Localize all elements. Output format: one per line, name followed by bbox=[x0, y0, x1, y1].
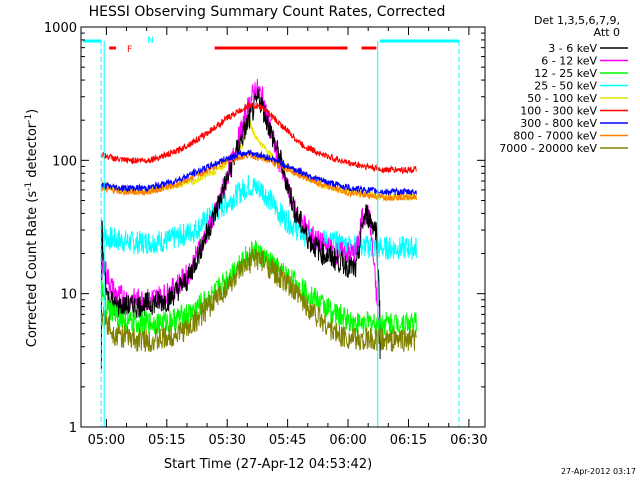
y-axis-label: Corrected Count Rate (s-1 detector-1) bbox=[24, 109, 40, 347]
overlay-layer: NF bbox=[83, 36, 460, 427]
flare-flag-label: F bbox=[127, 45, 132, 55]
legend-label: 25 - 50 keV bbox=[534, 80, 597, 93]
legend-label: 6 - 12 keV bbox=[541, 55, 597, 68]
legend-label: 800 - 7000 keV bbox=[513, 130, 597, 143]
y-tick-label: 10 bbox=[60, 288, 77, 303]
x-axis: 05:00 05:15 05:30 05:45 06:00 06:15 06:30 bbox=[88, 27, 488, 448]
chart-title: HESSI Observing Summary Count Rates, Cor… bbox=[89, 4, 446, 20]
series-line bbox=[100, 88, 381, 369]
legend-label: 50 - 100 keV bbox=[527, 92, 597, 105]
x-tick-label: 05:30 bbox=[208, 433, 245, 448]
x-axis-label: Start Time (27-Apr-12 04:53:42) bbox=[164, 457, 372, 472]
series-line bbox=[100, 101, 417, 175]
y-axis-label-sup1: -1 bbox=[24, 182, 34, 191]
y-tick-label: 100 bbox=[52, 154, 77, 169]
legend-label: 7000 - 20000 keV bbox=[499, 142, 597, 155]
legend-label: 12 - 25 keV bbox=[534, 67, 597, 80]
series-line bbox=[100, 174, 417, 260]
x-tick-label: 05:15 bbox=[148, 433, 185, 448]
series-line bbox=[100, 239, 417, 336]
y-tick-label: 1 bbox=[69, 421, 77, 436]
legend-header-line2: Att 0 bbox=[594, 26, 620, 39]
legend-header-line1: Det 1,3,5,6,7,9, bbox=[534, 14, 620, 27]
y-axis-label-main: Corrected Count Rate (s bbox=[25, 191, 40, 348]
y-axis: 1 10 100 1000 bbox=[44, 21, 485, 436]
legend-label: 3 - 6 keV bbox=[548, 42, 597, 55]
y-tick-label: 1000 bbox=[44, 21, 77, 36]
series-line bbox=[101, 78, 380, 330]
x-tick-label: 06:30 bbox=[450, 433, 487, 448]
y-axis-label-mid: detector bbox=[25, 122, 40, 182]
legend-label: 300 - 800 keV bbox=[520, 117, 597, 130]
x-tick-label: 06:00 bbox=[329, 433, 366, 448]
footer-date: 27-Apr-2012 03:17 bbox=[561, 467, 636, 476]
x-tick-label: 06:15 bbox=[390, 433, 427, 448]
y-axis-label-end: ) bbox=[25, 109, 40, 114]
series-layer bbox=[100, 78, 417, 369]
series-line bbox=[100, 149, 417, 196]
series-line bbox=[100, 248, 417, 352]
x-tick-label: 05:45 bbox=[269, 433, 306, 448]
night-flag-label: N bbox=[147, 36, 154, 46]
x-tick-label: 05:00 bbox=[88, 433, 125, 448]
y-axis-label-sup2: -1 bbox=[24, 114, 34, 123]
plot-frame bbox=[80, 26, 486, 428]
legend-label: 100 - 300 keV bbox=[520, 105, 597, 118]
